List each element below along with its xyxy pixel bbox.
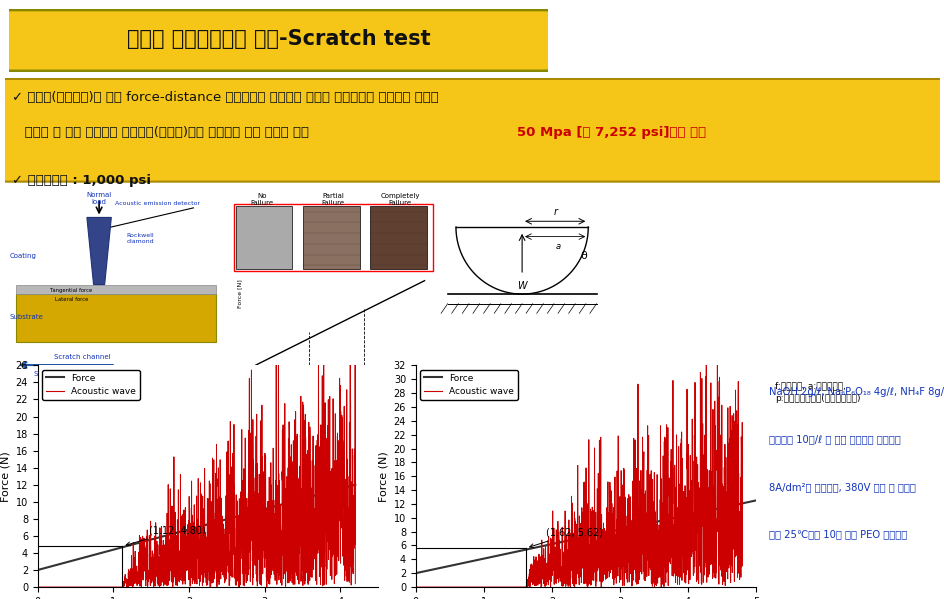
Text: Lateral force: Lateral force	[55, 297, 88, 302]
Text: Completely
Failure: Completely Failure	[380, 192, 419, 205]
Text: 코팅층 계면결합강도 분석-Scratch test: 코팅층 계면결합강도 분석-Scratch test	[126, 29, 430, 49]
FancyBboxPatch shape	[0, 10, 564, 71]
Acoustic wave	[349, 580, 361, 587]
Acoustic wave	[270, 307, 281, 314]
Text: W: W	[516, 281, 527, 291]
Text: Rockwell
diamond: Rockwell diamond	[126, 233, 154, 244]
Acoustic wave	[410, 583, 421, 591]
Acoustic wave	[340, 573, 351, 580]
Acoustic wave	[700, 291, 711, 298]
Acoustic wave	[186, 567, 197, 574]
Acoustic wave	[427, 583, 438, 591]
Polygon shape	[16, 285, 215, 294]
Text: ✓ 부착력(밀착강도)은 아래 force-distance 그래프에서 음파발생 상당의 출력신호에 해당하는 박막이: ✓ 부착력(밀착강도)은 아래 force-distance 그래프에서 음파발…	[12, 92, 439, 104]
Text: 50 Mpa [약 7,252 psi]값을 얻음: 50 Mpa [약 7,252 psi]값을 얻음	[517, 126, 706, 139]
Acoustic wave	[340, 528, 351, 536]
Text: θ: θ	[580, 251, 586, 261]
Bar	[302, 206, 359, 269]
Acoustic wave	[282, 545, 294, 552]
FancyBboxPatch shape	[0, 79, 944, 181]
Acoustic wave	[32, 583, 43, 591]
Text: Scratch channel: Scratch channel	[54, 355, 110, 361]
Text: NaOH 2g/ℓ, Na₆P₆O₁₈ 4g/ℓ, NH₄F 8g/ℓ 및: NaOH 2g/ℓ, Na₆P₆O₁₈ 4g/ℓ, NH₄F 8g/ℓ 및	[768, 387, 944, 397]
Polygon shape	[16, 294, 215, 342]
Text: ✓ 개발목표치 : 1,000 psi: ✓ 개발목표치 : 1,000 psi	[12, 174, 151, 187]
Legend: Force, Acoustic wave: Force, Acoustic wave	[42, 370, 140, 400]
Text: 파괴될 때 까지 소요되는 전단응력(부착력)으로 판정하여 아래 식으로 부터: 파괴될 때 까지 소요되는 전단응력(부착력)으로 판정하여 아래 식으로 부터	[12, 126, 313, 139]
Text: (1.12, 4.80): (1.12, 4.80)	[126, 525, 206, 546]
Text: Sample motion: Sample motion	[34, 371, 87, 377]
Polygon shape	[87, 217, 111, 285]
Bar	[235, 206, 293, 269]
Text: Substrate: Substrate	[9, 314, 42, 320]
Line: Acoustic wave: Acoustic wave	[415, 294, 742, 587]
Text: a: a	[555, 243, 561, 252]
Text: $a = \sqrt{\dfrac{W}{\pi\,P}}$: $a = \sqrt{\dfrac{W}{\pi\,P}}$	[644, 378, 721, 419]
Text: f:전단응력, a:압흔의반경,
p:기판의변형저항(브리넬경도값): f:전단응력, a:압흔의반경, p:기판의변형저항(브리넬경도값)	[774, 382, 859, 403]
Text: Coating: Coating	[9, 253, 36, 259]
Acoustic wave	[727, 546, 738, 553]
Bar	[309, 365, 363, 380]
Line: Acoustic wave: Acoustic wave	[38, 311, 355, 587]
Text: 8A/dm²의 전류밀도, 380V 전압 및 전해액: 8A/dm²의 전류밀도, 380V 전압 및 전해액	[768, 482, 915, 492]
Acoustic wave	[727, 438, 738, 445]
Text: $f = \dfrac{aP}{\sqrt{r^2 - a^2}}$: $f = \dfrac{aP}{\sqrt{r^2 - a^2}}$	[538, 376, 637, 421]
Text: r: r	[552, 207, 557, 217]
Text: Tangential force: Tangential force	[50, 288, 93, 293]
Text: Acoustic emission detector: Acoustic emission detector	[115, 201, 200, 206]
Acoustic wave	[736, 562, 748, 570]
Text: Normal
load: Normal load	[87, 192, 111, 205]
Acoustic wave	[177, 567, 189, 574]
Text: Force [N]: Force [N]	[237, 279, 243, 307]
Acoustic wave	[568, 583, 580, 590]
Acoustic wave	[48, 583, 59, 591]
Text: Length [mm]: Length [mm]	[318, 373, 360, 379]
Text: No
Failure: No Failure	[250, 192, 273, 205]
Text: 글리세롤 10㎖/ℓ 의 혼합 전해액을 사용하여: 글리세롤 10㎖/ℓ 의 혼합 전해액을 사용하여	[768, 435, 900, 444]
Text: 온도 25℃에서 10분 동안 PEO 산화코팅: 온도 25℃에서 10분 동안 PEO 산화코팅	[768, 530, 906, 540]
Y-axis label: Force (N): Force (N)	[0, 451, 10, 501]
Bar	[256, 365, 309, 380]
Y-axis label: Force (N): Force (N)	[378, 451, 388, 501]
Acoustic wave	[560, 556, 571, 564]
Bar	[233, 204, 432, 271]
Acoustic wave	[666, 377, 678, 384]
Text: (1.62, 5.62): (1.62, 5.62)	[530, 528, 603, 547]
Bar	[369, 206, 426, 269]
Text: Partial
Failure: Partial Failure	[321, 192, 345, 205]
Legend: Force, Acoustic wave: Force, Acoustic wave	[420, 370, 517, 400]
